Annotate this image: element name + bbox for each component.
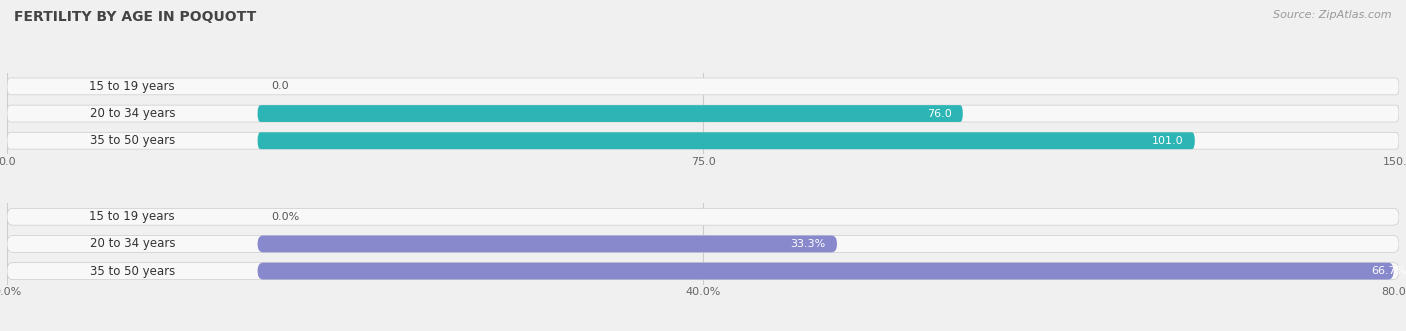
Text: 20 to 34 years: 20 to 34 years <box>90 237 176 251</box>
Text: 15 to 19 years: 15 to 19 years <box>90 80 176 93</box>
FancyBboxPatch shape <box>257 263 1393 279</box>
Text: 35 to 50 years: 35 to 50 years <box>90 264 174 278</box>
FancyBboxPatch shape <box>257 105 963 122</box>
Text: Source: ZipAtlas.com: Source: ZipAtlas.com <box>1274 10 1392 20</box>
FancyBboxPatch shape <box>257 132 1195 149</box>
Text: 66.7%: 66.7% <box>1372 266 1406 276</box>
FancyBboxPatch shape <box>7 235 1399 252</box>
FancyBboxPatch shape <box>257 235 837 252</box>
FancyBboxPatch shape <box>7 78 1399 95</box>
FancyBboxPatch shape <box>7 132 1399 149</box>
Text: 15 to 19 years: 15 to 19 years <box>90 210 176 223</box>
Text: 101.0: 101.0 <box>1152 136 1184 146</box>
Text: 0.0%: 0.0% <box>271 212 299 222</box>
Text: 20 to 34 years: 20 to 34 years <box>90 107 176 120</box>
Text: 35 to 50 years: 35 to 50 years <box>90 134 174 147</box>
FancyBboxPatch shape <box>7 208 1399 225</box>
Text: 76.0: 76.0 <box>927 109 952 118</box>
Text: 33.3%: 33.3% <box>790 239 825 249</box>
FancyBboxPatch shape <box>7 263 1399 279</box>
Text: 0.0: 0.0 <box>271 81 290 91</box>
Text: FERTILITY BY AGE IN POQUOTT: FERTILITY BY AGE IN POQUOTT <box>14 10 256 24</box>
FancyBboxPatch shape <box>7 105 1399 122</box>
